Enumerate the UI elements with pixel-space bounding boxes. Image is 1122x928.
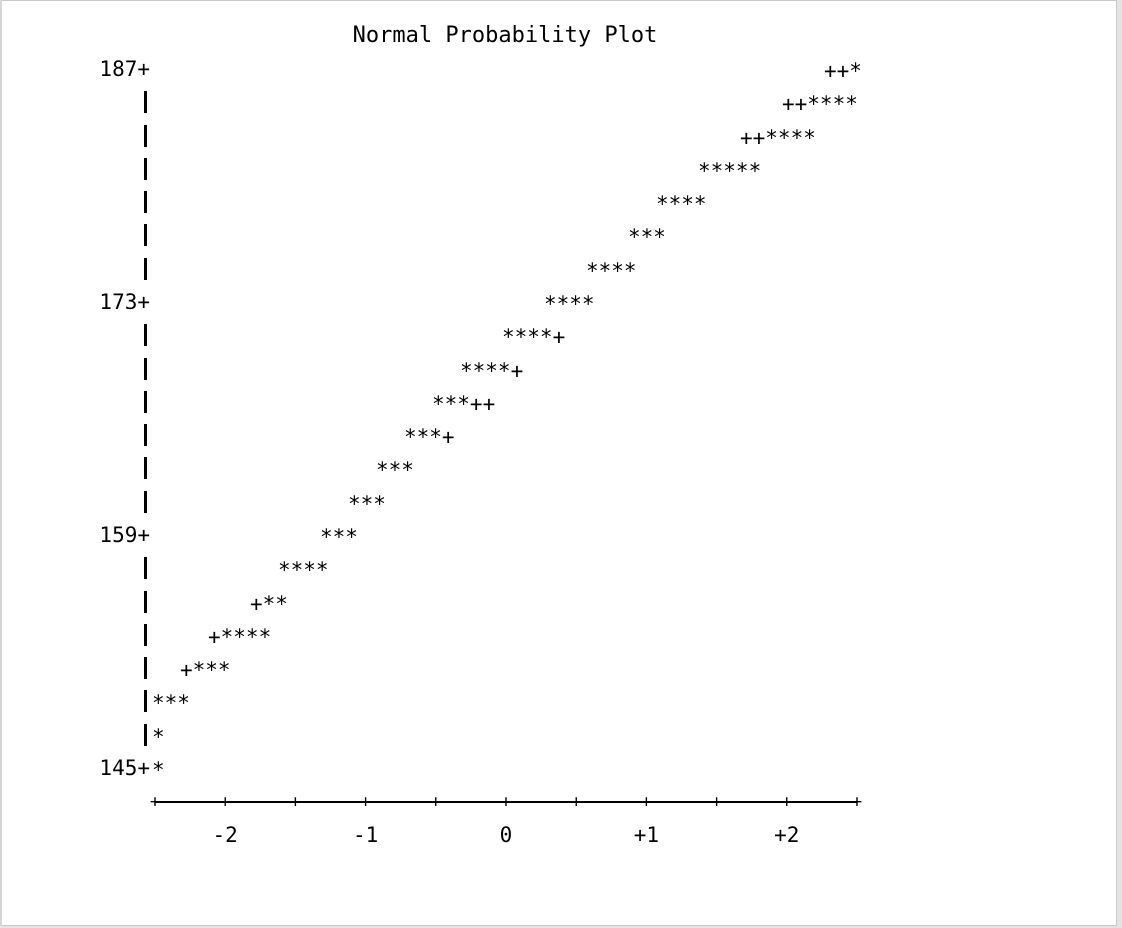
plot-row-marks: **** (586, 258, 637, 283)
plot-row-marks: * (152, 758, 165, 782)
plot-row-marks: +*** (180, 658, 231, 683)
y-tick-label: 187+ (99, 57, 150, 81)
y-axis-segment (144, 590, 147, 613)
x-axis-tick: + (500, 792, 512, 812)
y-axis-segment (144, 390, 147, 413)
x-axis-tick: + (711, 792, 722, 812)
y-axis-segment (144, 690, 147, 713)
plot-row-marks: ***+ (404, 425, 455, 450)
plot-row-marks: ++**** (740, 125, 816, 150)
plot-row-marks: *** (348, 491, 386, 516)
y-axis-segment (144, 557, 147, 580)
plot-row-marks: *** (320, 525, 358, 549)
y-axis-segment (144, 490, 147, 513)
x-axis-line (155, 801, 857, 803)
plot-row-marks: *** (376, 458, 414, 483)
panel-left-edge (0, 0, 2, 926)
x-axis-tick: + (430, 792, 441, 812)
y-axis-segment (144, 324, 147, 347)
y-axis-segment (144, 623, 147, 646)
y-axis-segment (144, 657, 147, 680)
plot-row-marks: +**** (208, 624, 272, 649)
x-axis-tick: + (220, 792, 231, 812)
x-tick-label: +1 (633, 823, 660, 847)
y-tick-label: 173+ (99, 290, 150, 314)
plot-row-marks: *** (628, 225, 666, 250)
plot-row-marks: ***++ (432, 391, 496, 416)
x-tick-label: +2 (774, 823, 800, 847)
y-axis-segment (144, 457, 147, 480)
plot-row-marks: +** (250, 591, 288, 616)
y-axis-segment (144, 224, 147, 247)
plot-row-marks: **** (278, 558, 329, 583)
y-axis-segment (144, 91, 147, 114)
y-axis-segment (144, 257, 147, 280)
x-axis-tick: + (360, 792, 371, 812)
y-tick-label: 145+ (99, 756, 150, 780)
x-axis-tick: + (571, 792, 582, 812)
x-axis-tick: + (641, 792, 652, 812)
x-axis-tick: + (781, 792, 792, 812)
plot-row-marks: ++* (824, 59, 862, 83)
y-axis-segment (144, 357, 147, 380)
plot-row-marks: * (152, 724, 165, 749)
y-tick-label: 159+ (99, 523, 150, 547)
x-tick-label: -2 (212, 823, 238, 847)
chart-title: Normal Probability Plot (352, 23, 658, 48)
plot-row-marks: **** (656, 192, 707, 217)
x-tick-label: -1 (352, 823, 379, 847)
plot-row-marks: ****+ (460, 358, 524, 383)
y-axis-segment (144, 424, 147, 447)
y-axis-segment (144, 157, 147, 180)
plot-row-marks: **** (544, 292, 595, 316)
y-axis-segment (144, 723, 147, 746)
x-axis-tick: + (290, 792, 301, 812)
plot-row-marks: ****+ (502, 325, 566, 350)
y-axis-segment (144, 124, 147, 147)
x-axis-tick: + (851, 792, 863, 812)
y-axis-segment (144, 191, 147, 214)
plot-row-marks: ++**** (782, 92, 858, 117)
plot-row-marks: *** (152, 691, 190, 716)
x-tick-label: 0 (499, 823, 513, 847)
plot-row-marks: ***** (698, 158, 762, 183)
x-axis-tick: + (149, 792, 161, 812)
